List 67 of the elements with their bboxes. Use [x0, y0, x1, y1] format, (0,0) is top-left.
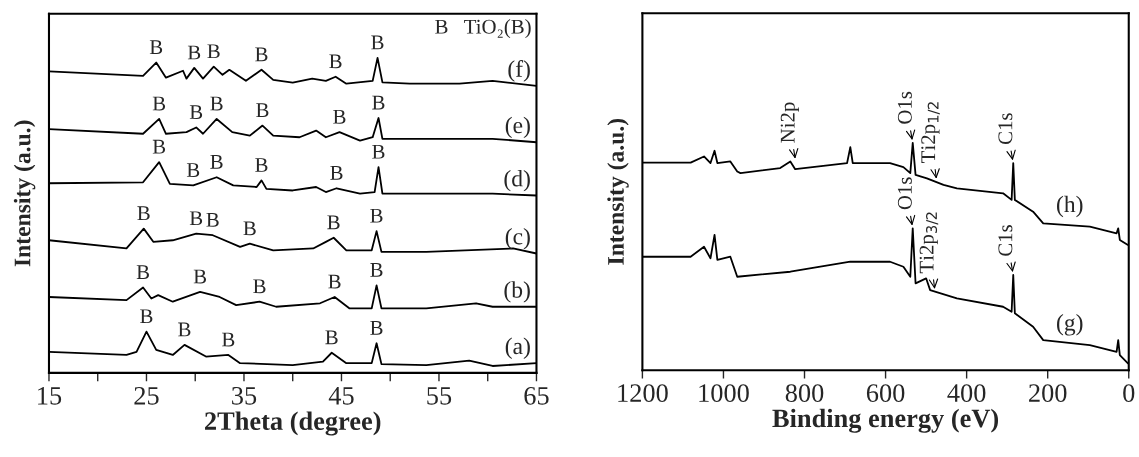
x-tick-label: 1000: [699, 384, 749, 402]
annotation: B: [325, 330, 338, 345]
annotation: B: [371, 35, 384, 50]
annotation: B: [136, 265, 149, 279]
annotation: B: [372, 95, 385, 110]
annotation: B: [330, 166, 343, 180]
annotation: Ti2p$_{3/2}$: [919, 212, 939, 274]
y-axis-title: Intensity (a.u.): [607, 118, 629, 265]
x-tick-label: 35: [232, 386, 257, 405]
annotation: B: [243, 221, 256, 236]
annotation: B: [193, 269, 207, 284]
series-label: (g): [1057, 314, 1083, 336]
annotation: B: [255, 47, 268, 62]
annotation: O1s: [897, 177, 912, 210]
annotation: B: [210, 155, 223, 169]
annotation: C1s: [998, 113, 1013, 145]
annotation: B: [370, 321, 383, 335]
series-label: (h): [1057, 195, 1083, 218]
annotation: B: [189, 105, 203, 119]
annotation: B: [328, 274, 341, 289]
series-label: (b): [504, 281, 530, 303]
annotation: B: [222, 332, 235, 347]
x-tick-label: 400: [947, 384, 986, 402]
x-axis-title: 2Theta (degree): [205, 411, 381, 436]
annotation: B: [140, 309, 153, 324]
x-tick-label: 600: [866, 384, 905, 402]
annotation: B: [333, 109, 346, 124]
annotation: Ti2p$_{1/2}$: [921, 102, 940, 163]
annotation: B: [207, 44, 220, 59]
text: B TiO₂(B): [435, 19, 531, 38]
annotation: B: [255, 158, 268, 172]
annotation: B: [210, 96, 223, 111]
x-tick-label: 25: [134, 386, 159, 405]
annotation: B: [178, 322, 191, 337]
series-label: (f): [508, 60, 530, 82]
annotation: B: [189, 211, 203, 226]
x-axis-title: Binding energy (eV): [772, 408, 999, 433]
x-tick-label: 65: [524, 386, 549, 405]
series-label: (c): [505, 227, 530, 250]
annotation: B: [370, 263, 383, 277]
series-label: (d): [504, 169, 530, 192]
annotation: B: [149, 40, 163, 55]
annotation: B: [152, 96, 166, 111]
annotation: B: [327, 215, 340, 230]
annotation: O1s: [897, 91, 912, 124]
x-tick-label: 55: [427, 387, 452, 405]
annotation: B: [152, 139, 166, 154]
annotation: C1s: [998, 225, 1013, 256]
annotation: B: [187, 45, 201, 60]
annotation: B: [372, 144, 385, 159]
annotation: B: [370, 208, 383, 223]
series-label: (e): [505, 116, 530, 139]
annotation: B: [206, 212, 219, 227]
annotation: B: [137, 206, 150, 221]
x-tick-label: 1200: [618, 384, 668, 402]
annotation: B: [186, 163, 200, 177]
y-axis-title: Intensity (a.u.): [13, 120, 36, 267]
annotation: B: [329, 54, 342, 69]
annotation: B: [253, 279, 266, 294]
x-tick-label: 15: [38, 387, 62, 405]
x-tick-label: 200: [1029, 384, 1067, 402]
x-tick-label: 800: [785, 384, 824, 402]
x-tick-label: 0: [1123, 384, 1135, 402]
annotation: Ni2p: [780, 102, 799, 143]
x-tick-label: 45: [328, 387, 354, 405]
annotation: B: [256, 103, 269, 118]
series-label: (a): [505, 337, 530, 359]
